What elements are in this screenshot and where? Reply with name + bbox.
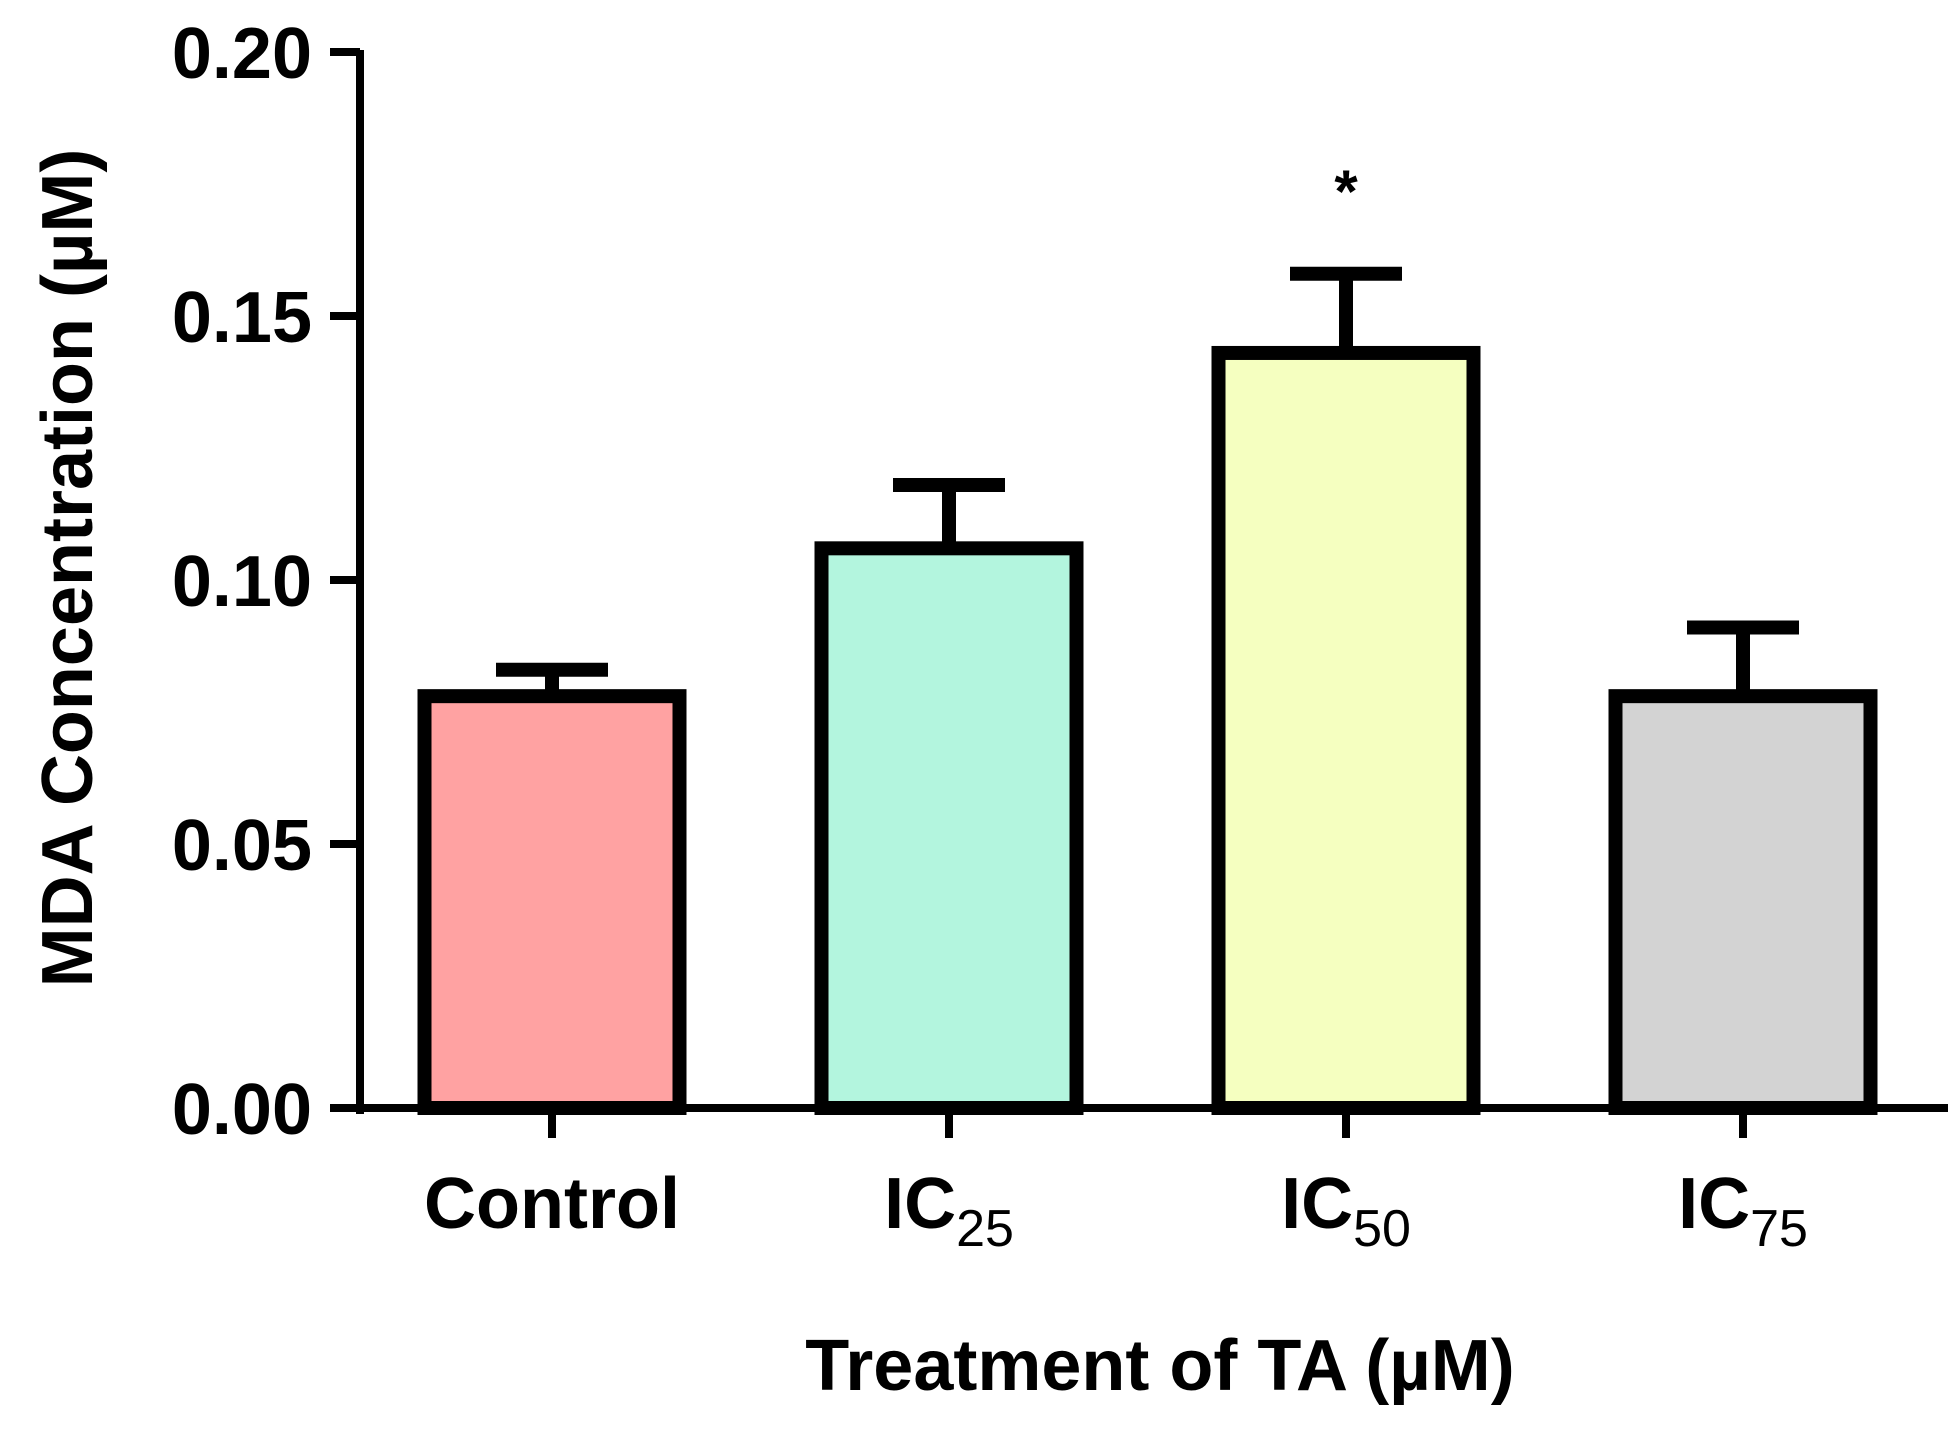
x-tick-label: IC50 — [1281, 1164, 1411, 1258]
y-tick-label: 0.10 — [172, 542, 312, 622]
bar — [417, 689, 687, 1115]
y-tick-label: 0.15 — [172, 278, 312, 358]
bar — [814, 541, 1084, 1115]
y-tick-label: 0.20 — [172, 14, 312, 94]
bar — [1608, 689, 1878, 1115]
y-tick-label: 0.00 — [172, 1070, 312, 1150]
bars-layer: * — [417, 158, 1878, 1115]
significance-marker: * — [1334, 158, 1358, 225]
x-tick-label: IC25 — [884, 1164, 1014, 1258]
axes-layer: 0.00 0.05 0.10 0.15 0.20 Control IC25 IC50 IC75 — [172, 14, 1948, 1258]
x-axis-title: Treatment of TA (µM) — [805, 1326, 1514, 1406]
x-tick-label: Control — [424, 1164, 680, 1244]
y-tick-label: 0.05 — [172, 806, 312, 886]
y-axis-title: MDA Concentration (µM) — [28, 149, 108, 988]
bar — [1211, 345, 1481, 1115]
x-tick-label: IC75 — [1678, 1164, 1808, 1258]
